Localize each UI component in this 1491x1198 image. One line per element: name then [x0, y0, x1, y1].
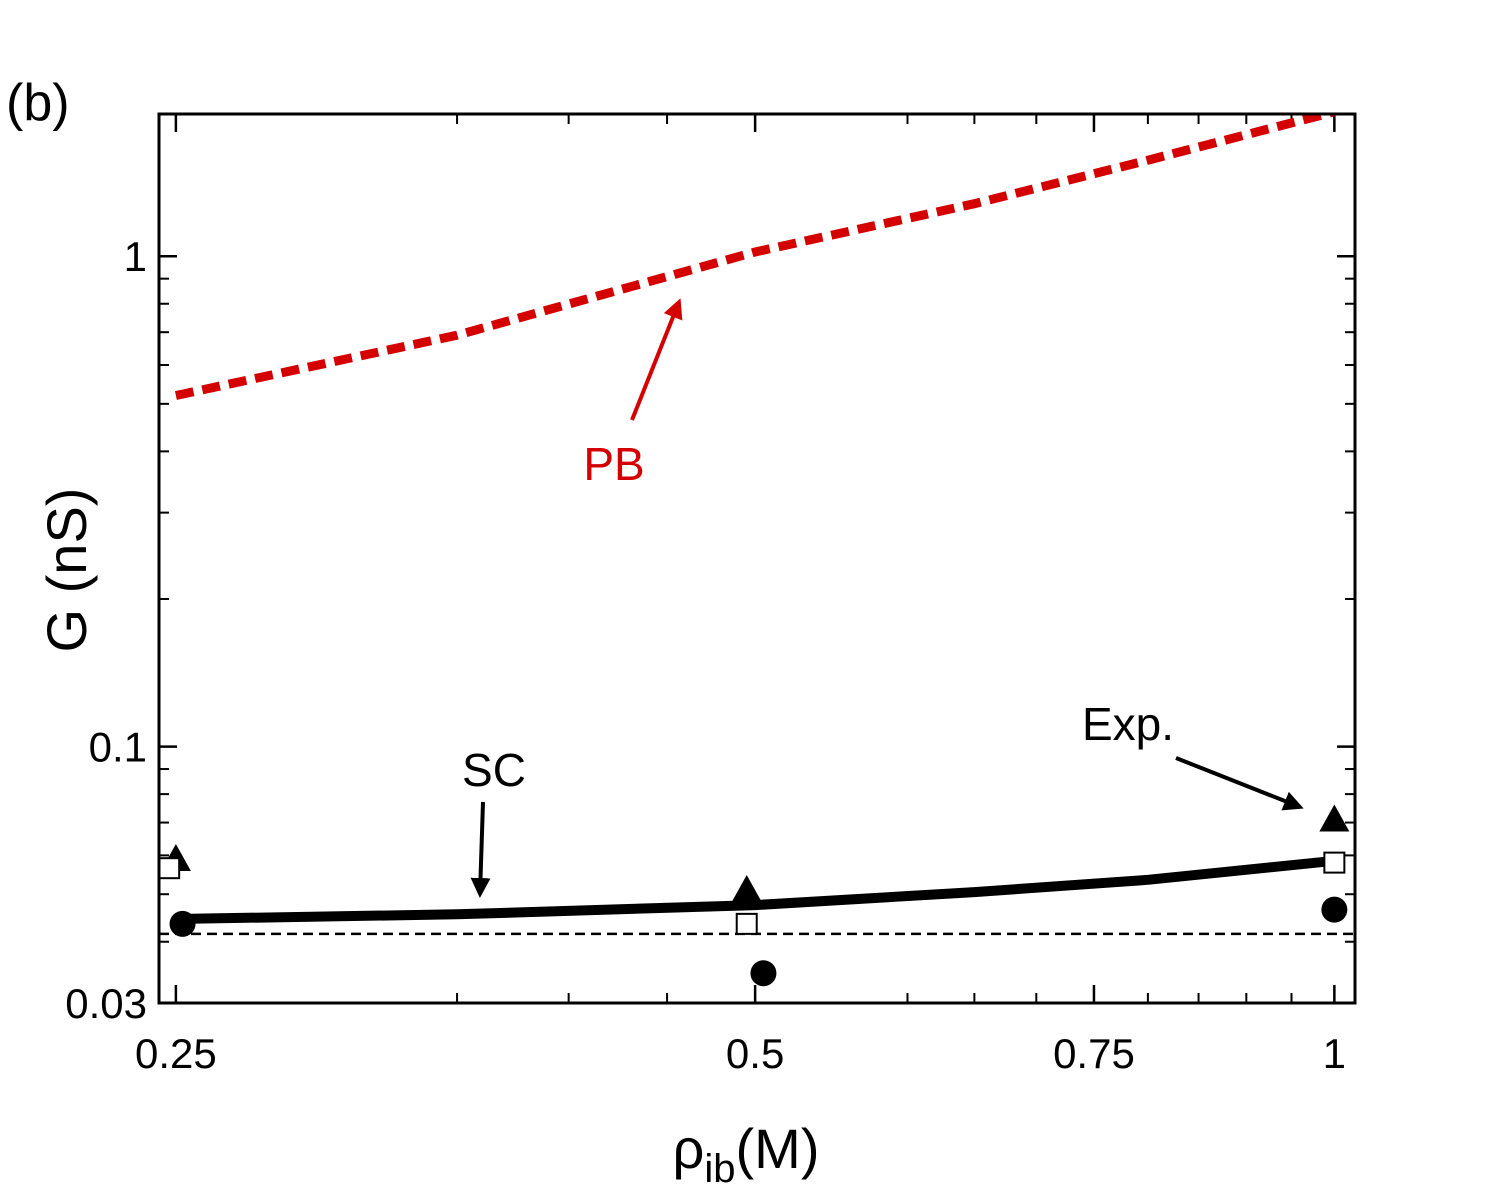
exp-square-point [158, 857, 181, 880]
annotation-exp: Exp. [1082, 698, 1174, 750]
x-tick-label: 0.25 [135, 1030, 217, 1077]
x-axis-title: ρib(M) [673, 1117, 820, 1191]
exp-circle-point [750, 960, 777, 987]
x-tick-label: 0.5 [726, 1030, 784, 1077]
exp-square-point [1323, 851, 1346, 874]
x-axis-title-subscript: ib [704, 1147, 735, 1191]
annotation-exp-arrow [1175, 756, 1304, 811]
plot-frame [157, 112, 1357, 1005]
exp-triangle-point [1319, 804, 1350, 832]
x-tick-label: 0.75 [1053, 1030, 1135, 1077]
panel-label: (b) [6, 74, 70, 132]
x-axis-title-unit: (M) [736, 1117, 820, 1180]
series-line-sc [175, 855, 1335, 924]
exp-circle-point [169, 910, 196, 937]
exp-square-point [735, 912, 758, 935]
x-axis-title-symbol: ρ [673, 1117, 705, 1180]
exp-triangle-point [731, 874, 762, 902]
y-axis-title: G (nS) [35, 488, 98, 653]
minor-ticks [159, 114, 1355, 1003]
marker-layer [158, 804, 1350, 987]
annotation-pb-arrow [630, 298, 683, 421]
y-tick-label: 0.1 [89, 724, 147, 771]
y-tick-label: 1 [124, 233, 147, 280]
tick-labels: 0.25 0.5 0.75 1 0.03 0.1 1 [65, 233, 1346, 1077]
exp-circle-point [1321, 896, 1348, 923]
y-tick-label: 0.03 [65, 980, 147, 1027]
annotation-sc: SC [462, 744, 526, 796]
annotation-sc-arrow [470, 801, 491, 898]
series-layer [159, 114, 1355, 936]
series-line-pb [174, 114, 1336, 400]
x-tick-label: 1 [1323, 1030, 1346, 1077]
annotation-pb: PB [583, 438, 644, 490]
